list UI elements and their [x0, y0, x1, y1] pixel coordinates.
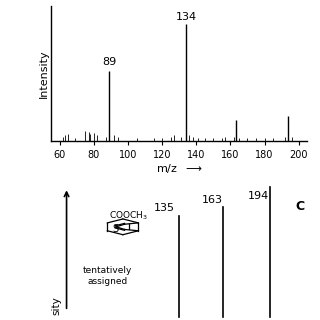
Text: 89: 89 — [102, 57, 116, 68]
X-axis label: m/z  $\longrightarrow$: m/z $\longrightarrow$ — [156, 162, 203, 175]
Text: 135: 135 — [153, 203, 174, 213]
Text: tentatively
assigned: tentatively assigned — [83, 266, 132, 285]
Text: 134: 134 — [175, 12, 196, 22]
Text: 194: 194 — [248, 191, 269, 201]
Text: S: S — [112, 224, 118, 234]
Text: COOCH$_3$: COOCH$_3$ — [109, 209, 148, 222]
Text: C: C — [295, 200, 304, 213]
Text: sity: sity — [51, 296, 61, 315]
Text: 163: 163 — [202, 196, 223, 205]
Y-axis label: Intensity: Intensity — [38, 50, 48, 98]
